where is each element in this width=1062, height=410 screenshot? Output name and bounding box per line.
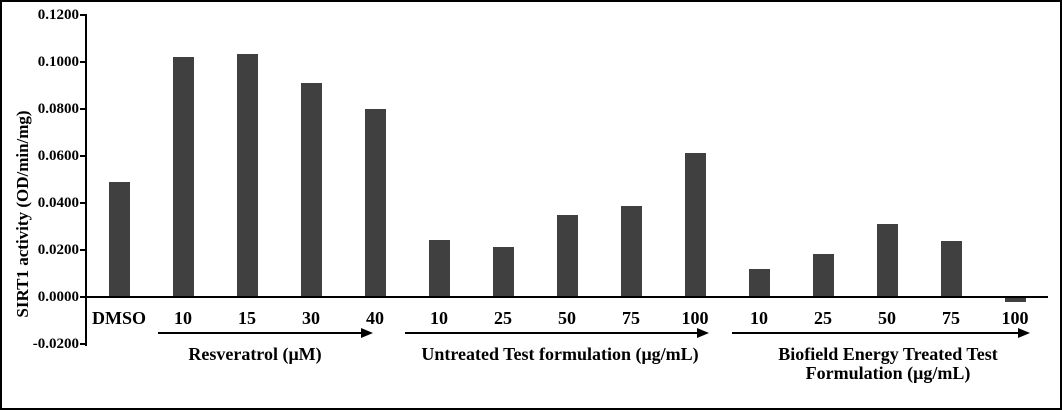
y-tick-mark <box>80 343 86 345</box>
bar <box>621 206 642 296</box>
bar <box>109 182 130 296</box>
y-tick-label: 0.0800 <box>37 101 79 117</box>
y-tick-mark <box>80 202 86 204</box>
group-label-line: Formulation (μg/mL) <box>805 363 971 383</box>
y-axis-line <box>85 14 87 346</box>
y-tick-mark <box>80 61 86 63</box>
group-arrow-line <box>405 332 699 334</box>
y-tick-label: 0.1200 <box>37 7 79 23</box>
y-tick-mark <box>80 249 86 251</box>
group-label-line: Resveratrol (μM) <box>188 344 322 364</box>
x-tick-label: 10 <box>174 308 192 328</box>
x-tick-label: 10 <box>750 308 768 328</box>
group-arrow-head <box>1018 328 1030 338</box>
y-tick-mark <box>80 296 86 298</box>
bar <box>429 240 450 296</box>
bar <box>941 241 962 296</box>
y-tick-mark <box>80 155 86 157</box>
bar <box>749 269 770 296</box>
x-tick-label: 30 <box>302 308 320 328</box>
x-axis-baseline <box>85 296 1048 298</box>
bar <box>493 247 514 296</box>
y-axis-title: SIRT1 activity (OD/min/mg) <box>13 110 32 318</box>
bar <box>301 83 322 296</box>
x-tick-label: 10 <box>430 308 448 328</box>
x-tick-label: 100 <box>1001 308 1029 328</box>
bar <box>1005 298 1026 302</box>
bar <box>173 57 194 296</box>
bar <box>237 54 258 296</box>
x-tick-label: 40 <box>366 308 384 328</box>
group-label-line: Untreated Test formulation (μg/mL) <box>421 344 699 364</box>
group-label: Biofield Energy Treated Test Formulation … <box>778 345 998 383</box>
bar <box>685 153 706 296</box>
bar <box>557 215 578 296</box>
y-tick-label: 0.0200 <box>37 242 79 258</box>
bar <box>813 254 834 296</box>
x-tick-label: 15 <box>238 308 256 328</box>
y-tick-label: 0.0000 <box>37 289 79 305</box>
x-tick-label: 100 <box>681 308 709 328</box>
y-tick-label: 0.0400 <box>37 195 79 211</box>
y-tick-label: -0.0200 <box>32 336 79 352</box>
x-tick-label: 50 <box>878 308 896 328</box>
group-arrow-head <box>697 328 709 338</box>
x-tick-label: 25 <box>814 308 832 328</box>
y-tick-mark <box>80 14 86 16</box>
y-tick-label: 0.1000 <box>37 54 79 70</box>
x-tick-label: 25 <box>494 308 512 328</box>
x-tick-label: 75 <box>622 308 640 328</box>
group-arrow-head <box>361 328 373 338</box>
y-tick-label: 0.0600 <box>37 148 79 164</box>
group-label: Resveratrol (μM) <box>188 345 321 364</box>
group-arrow-line <box>158 332 363 334</box>
x-tick-label: DMSO <box>92 308 146 328</box>
group-arrow-line <box>732 332 1020 334</box>
bar <box>877 224 898 296</box>
bar <box>365 109 386 296</box>
y-tick-mark <box>80 108 86 110</box>
group-label: Untreated Test formulation (μg/mL) <box>421 345 698 364</box>
x-tick-label: 75 <box>942 308 960 328</box>
group-label-line: Biofield Energy Treated Test <box>778 344 998 364</box>
x-tick-label: 50 <box>558 308 576 328</box>
